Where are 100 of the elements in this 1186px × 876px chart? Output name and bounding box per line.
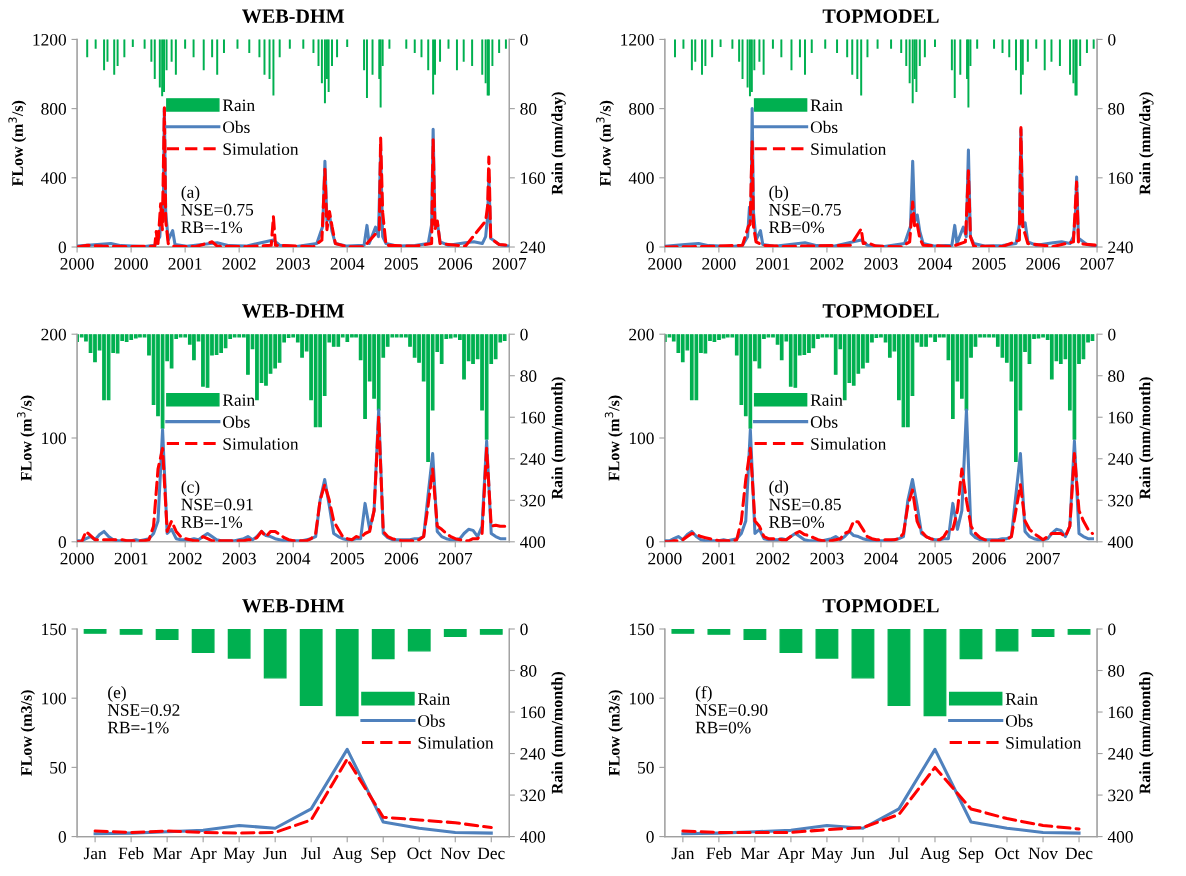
y-tick-label: 1200 bbox=[33, 33, 67, 46]
x-tick-label: Mar bbox=[740, 847, 770, 860]
y-axis-title: FLow (m3/s) bbox=[20, 690, 36, 776]
annotation: RB=0% bbox=[695, 721, 751, 734]
x-tick-label: 2001 bbox=[702, 552, 736, 565]
x-tick-label: Sep bbox=[371, 847, 396, 863]
x-tick-label: 2004 bbox=[918, 257, 953, 270]
y2-tick-label: 80 bbox=[520, 664, 537, 677]
y2-tick-label: 80 bbox=[1108, 103, 1125, 115]
y-tick-label: 200 bbox=[629, 328, 654, 341]
y-tick-label: 0 bbox=[646, 831, 654, 843]
x-tick-label: 2003 bbox=[864, 257, 898, 270]
annotation: (a) bbox=[181, 185, 200, 202]
annotation: (d) bbox=[769, 480, 789, 497]
x-tick-label: Apr bbox=[189, 847, 217, 863]
legend-label: Simulation bbox=[418, 736, 494, 749]
x-tick-label: Jan bbox=[83, 847, 107, 860]
y2-tick-label: 400 bbox=[520, 831, 546, 843]
x-tick-label: 2005 bbox=[384, 257, 418, 270]
legend-label: Rain bbox=[417, 693, 450, 705]
x-tick-label: Oct bbox=[995, 847, 1020, 860]
x-tick-label: 2006 bbox=[384, 552, 419, 565]
y-tick-label: 200 bbox=[41, 328, 67, 341]
x-tick-label: 2004 bbox=[276, 552, 311, 565]
x-tick-label: Feb bbox=[118, 847, 144, 860]
x-tick-label: Feb bbox=[706, 847, 732, 860]
x-tick-label: May bbox=[811, 847, 843, 863]
x-tick-label: 2006 bbox=[1026, 257, 1060, 270]
chart-title: TOPMODEL bbox=[822, 304, 939, 318]
y2-axis-title: Rain (mm/month) bbox=[1139, 672, 1154, 794]
y2-tick-label: 240 bbox=[520, 748, 546, 760]
y2-tick-label: 240 bbox=[520, 453, 546, 465]
legend-label: Obs bbox=[223, 120, 250, 134]
annotation: RB=-1% bbox=[107, 721, 169, 734]
x-tick-label: 2001 bbox=[756, 257, 790, 270]
x-tick-label: 2001 bbox=[168, 257, 202, 270]
x-tick-label: 2000 bbox=[114, 257, 148, 270]
x-tick-label: Jan bbox=[671, 847, 695, 860]
y-tick-label: 0 bbox=[646, 536, 654, 548]
x-tick-label: 2001 bbox=[114, 552, 148, 565]
x-tick-label: 2005 bbox=[918, 552, 952, 565]
y2-tick-label: 160 bbox=[521, 706, 546, 719]
y2-tick-label: 0 bbox=[520, 33, 528, 46]
annotation: RB=0% bbox=[769, 516, 825, 528]
y2-tick-label: 80 bbox=[520, 370, 537, 382]
y2-tick-label: 160 bbox=[521, 172, 546, 185]
y-tick-label: 50 bbox=[638, 761, 654, 774]
annotation: (f) bbox=[695, 685, 712, 702]
y2-axis-title: Rain (mm/day) bbox=[551, 92, 566, 195]
x-tick-label: Apr bbox=[777, 847, 805, 863]
x-tick-label: Jul bbox=[301, 847, 321, 860]
y2-tick-label: 240 bbox=[520, 241, 546, 254]
y-tick-label: 1200 bbox=[621, 33, 654, 46]
legend-label: Obs bbox=[223, 415, 250, 428]
annotation: (e) bbox=[108, 686, 126, 702]
y2-tick-label: 240 bbox=[1108, 241, 1133, 254]
annotation: RB=0% bbox=[769, 221, 825, 234]
y2-tick-label: 320 bbox=[520, 494, 546, 507]
y2-tick-label: 400 bbox=[1107, 536, 1133, 548]
y-tick-label: 100 bbox=[42, 692, 67, 705]
y-tick-label: 0 bbox=[58, 241, 67, 254]
y-tick-label: 50 bbox=[50, 761, 67, 774]
legend-label: Rain bbox=[222, 394, 255, 406]
annotation: NSE=0.91 bbox=[181, 498, 253, 511]
x-tick-label: 2007 bbox=[438, 552, 473, 565]
x-tick-label: Jul bbox=[889, 847, 909, 860]
x-tick-label: 2002 bbox=[756, 552, 790, 565]
annotation: NSE=0.75 bbox=[769, 203, 841, 216]
x-tick-label: 2000 bbox=[648, 257, 682, 270]
y2-tick-label: 0 bbox=[1108, 328, 1116, 341]
y-tick-label: 100 bbox=[629, 432, 654, 445]
x-tick-label: Nov bbox=[1028, 847, 1058, 860]
y-tick-label: 400 bbox=[628, 172, 654, 185]
legend-label: Simulation bbox=[223, 142, 299, 156]
y-tick-label: 400 bbox=[40, 172, 67, 185]
y2-axis-title: Rain (mm/month) bbox=[1139, 377, 1154, 500]
legend-label: Obs bbox=[810, 415, 838, 428]
legend-label: Obs bbox=[418, 714, 445, 727]
x-tick-label: 2002 bbox=[810, 257, 844, 270]
y-axis-title: FLow (m$^{3}$/s) bbox=[17, 395, 35, 481]
x-tick-label: Mar bbox=[153, 847, 182, 860]
legend-label: Obs bbox=[810, 120, 838, 134]
y-tick-label: 150 bbox=[42, 623, 67, 636]
y-axis-title: FLow (m$^{3}$/s) bbox=[604, 395, 623, 481]
annotation: (b) bbox=[769, 185, 789, 202]
x-tick-label: Dec bbox=[477, 847, 505, 860]
y2-tick-label: 160 bbox=[1108, 172, 1133, 185]
annotation: NSE=0.75 bbox=[181, 203, 254, 216]
y2-tick-label: 400 bbox=[1107, 831, 1133, 843]
y2-tick-label: 320 bbox=[520, 789, 546, 802]
chart-title: WEB-DHM bbox=[242, 304, 345, 318]
y-tick-label: 0 bbox=[58, 536, 67, 548]
y2-tick-label: 0 bbox=[1108, 623, 1116, 636]
chart-title: WEB-DHM bbox=[242, 9, 345, 24]
x-tick-label: 2004 bbox=[864, 552, 899, 565]
x-tick-label: 2007 bbox=[1080, 257, 1114, 270]
annotation: NSE=0.85 bbox=[769, 498, 841, 511]
x-tick-label: 2005 bbox=[330, 552, 364, 565]
y2-tick-label: 80 bbox=[1108, 664, 1125, 677]
x-tick-label: 2007 bbox=[1026, 552, 1060, 565]
